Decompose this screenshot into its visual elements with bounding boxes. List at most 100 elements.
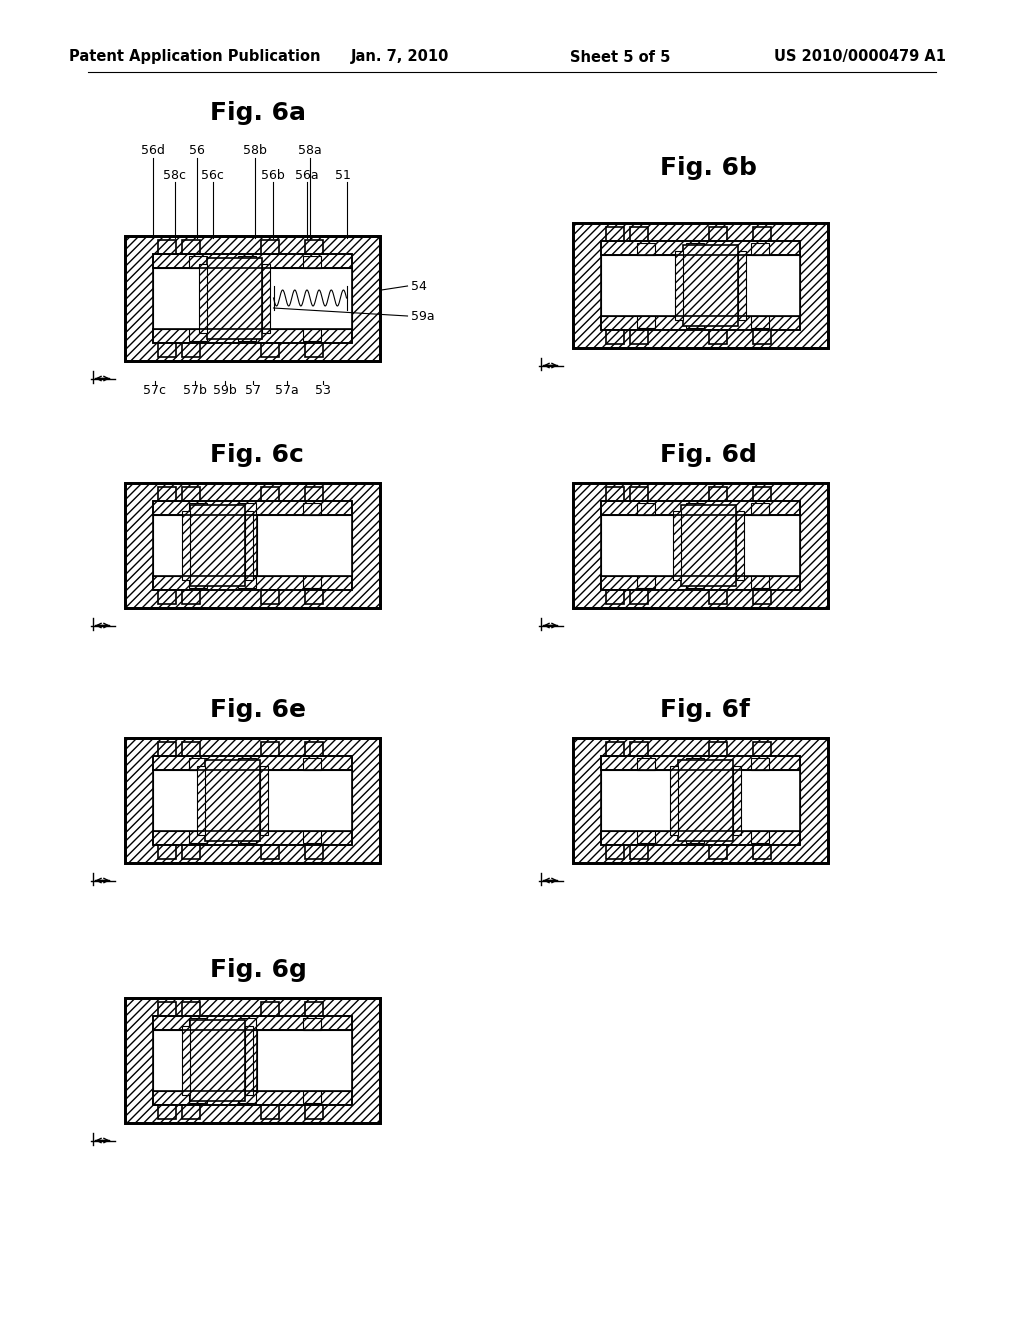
Bar — [572, 738, 827, 862]
Text: 58b: 58b — [243, 144, 266, 157]
Bar — [737, 251, 745, 319]
Bar — [753, 845, 770, 858]
Bar — [302, 830, 321, 842]
Bar — [675, 251, 683, 319]
Bar — [188, 758, 207, 770]
Bar — [188, 1018, 207, 1030]
Bar — [153, 253, 351, 268]
Bar — [630, 227, 647, 240]
Bar — [188, 329, 207, 341]
Bar — [181, 342, 200, 356]
Bar — [125, 483, 380, 607]
Bar — [304, 1105, 323, 1118]
Bar — [600, 755, 800, 770]
Bar — [600, 830, 800, 845]
Bar — [637, 576, 654, 587]
Text: 57b: 57b — [182, 384, 207, 397]
Bar — [304, 1002, 323, 1015]
Bar — [125, 235, 380, 360]
Bar — [261, 1002, 279, 1015]
Bar — [158, 742, 175, 755]
Bar — [709, 742, 727, 755]
Bar — [630, 590, 647, 603]
Bar — [261, 742, 279, 755]
Bar — [600, 770, 695, 830]
Bar — [600, 315, 800, 330]
Bar — [153, 500, 351, 590]
Bar — [188, 576, 207, 587]
Bar — [637, 503, 654, 515]
Bar — [751, 503, 768, 515]
Bar — [304, 742, 323, 755]
Bar — [630, 487, 647, 500]
Bar — [188, 256, 207, 268]
Bar — [261, 342, 279, 356]
Bar — [247, 268, 257, 329]
Bar — [686, 576, 705, 587]
Bar — [158, 342, 175, 356]
Bar — [257, 770, 351, 830]
Bar — [600, 755, 800, 845]
Bar — [681, 504, 735, 586]
Bar — [572, 483, 827, 607]
Bar — [153, 500, 351, 515]
Bar — [181, 1105, 200, 1118]
Text: Patent Application Publication: Patent Application Publication — [70, 49, 321, 65]
Bar — [753, 330, 770, 343]
Bar — [673, 511, 681, 579]
Bar — [572, 223, 827, 347]
Text: Sheet 5 of 5: Sheet 5 of 5 — [569, 49, 670, 65]
Bar — [158, 487, 175, 500]
Bar — [605, 487, 624, 500]
Text: 57c: 57c — [143, 384, 166, 397]
Bar — [153, 755, 351, 845]
Bar — [125, 998, 380, 1122]
Bar — [302, 503, 321, 515]
Bar — [153, 1015, 351, 1030]
Bar — [600, 500, 800, 515]
Bar — [686, 243, 705, 255]
Bar — [153, 500, 351, 590]
Bar — [753, 742, 770, 755]
Bar — [304, 590, 323, 603]
Text: 53: 53 — [314, 384, 331, 397]
Bar — [158, 590, 175, 603]
Text: Fig. 6g: Fig. 6g — [210, 958, 307, 982]
Text: 51: 51 — [335, 169, 350, 182]
Bar — [188, 1090, 207, 1102]
Text: 59b: 59b — [213, 384, 237, 397]
Bar — [153, 755, 351, 770]
Bar — [735, 511, 743, 579]
Bar — [302, 256, 321, 268]
Bar — [709, 487, 727, 500]
Bar — [686, 830, 705, 842]
Bar — [304, 487, 323, 500]
Text: Fig. 6b: Fig. 6b — [660, 156, 757, 180]
Bar — [188, 503, 207, 515]
Bar — [751, 576, 768, 587]
Bar — [181, 487, 200, 500]
Bar — [695, 515, 705, 576]
Bar — [302, 329, 321, 341]
Text: 56a: 56a — [295, 169, 318, 182]
Bar — [153, 1090, 351, 1105]
Text: US 2010/0000479 A1: US 2010/0000479 A1 — [774, 49, 946, 65]
Bar — [261, 1105, 279, 1118]
Text: Fig. 6c: Fig. 6c — [210, 444, 304, 467]
Bar — [600, 500, 800, 590]
Bar — [600, 240, 800, 255]
Bar — [153, 1015, 351, 1105]
Bar — [238, 503, 256, 515]
Bar — [678, 759, 732, 841]
Text: Fig. 6d: Fig. 6d — [660, 444, 757, 467]
Bar — [153, 1015, 351, 1030]
Bar — [600, 755, 800, 845]
Bar — [605, 742, 624, 755]
Bar — [247, 770, 257, 830]
Bar — [753, 227, 770, 240]
Bar — [247, 515, 257, 576]
Text: 57a: 57a — [274, 384, 298, 397]
Bar — [125, 483, 380, 607]
Bar — [705, 255, 800, 315]
Bar — [686, 758, 705, 770]
